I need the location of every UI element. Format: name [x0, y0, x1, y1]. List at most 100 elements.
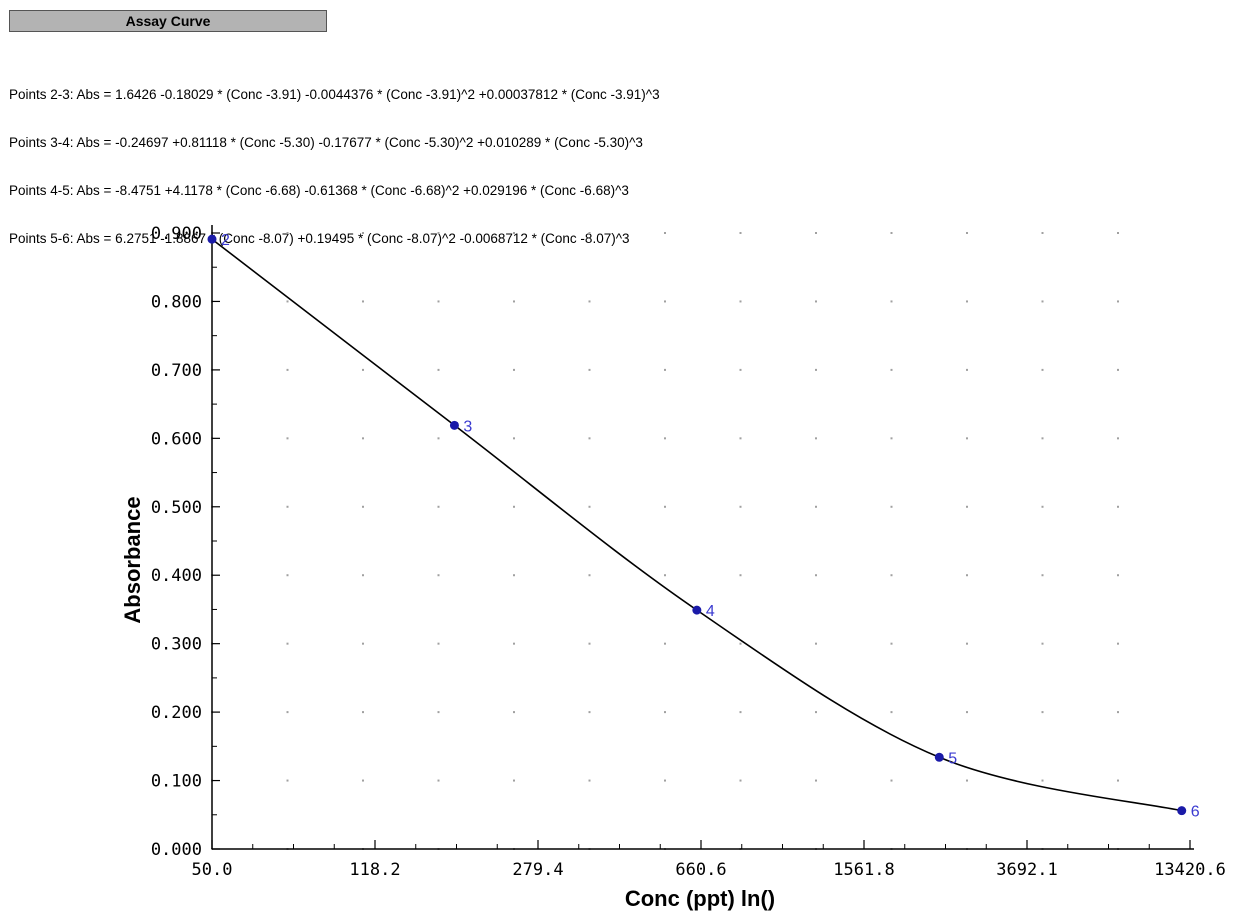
data-point — [1177, 806, 1187, 816]
data-point — [934, 752, 944, 762]
grid-dot — [890, 232, 893, 234]
grid-dot — [513, 574, 515, 577]
y-tick-label: 0.200 — [151, 703, 202, 723]
grid-dot — [362, 779, 364, 782]
grid-dots — [211, 232, 1119, 850]
grid-dot — [966, 711, 968, 714]
grid-dot — [286, 232, 289, 234]
y-tick-label: 0.100 — [151, 772, 202, 792]
grid-dot — [664, 711, 666, 714]
grid-dot — [815, 642, 817, 645]
equation-list: Points 2-3: Abs = 1.6426 -0.18029 * (Con… — [9, 55, 660, 263]
grid-dot — [1041, 368, 1044, 371]
y-tick-label: 0.900 — [151, 224, 202, 244]
grid-dot — [739, 368, 742, 371]
grid-dot — [513, 779, 515, 782]
grid-dot — [286, 711, 289, 714]
grid-dot — [588, 368, 591, 371]
tick-labels: 0.000 0.100 0.200 0.300 0.400 0.500 0.600 0.700… — [151, 224, 1226, 880]
grid-dot — [966, 300, 968, 303]
equation-line: Points 3-4: Abs = -0.24697 +0.81118 * (C… — [9, 135, 643, 150]
grid-dot — [437, 574, 440, 577]
grid-dot — [588, 232, 591, 234]
y-tick-label: 0.500 — [151, 498, 202, 518]
grid-dot — [588, 300, 591, 303]
grid-dot — [890, 642, 893, 645]
grid-dot — [664, 642, 666, 645]
grid-dot — [1041, 574, 1044, 577]
grid-dot — [815, 368, 817, 371]
data-point-label: 6 — [1191, 804, 1200, 821]
y-tick-label: 0.300 — [151, 635, 202, 655]
grid-dot — [664, 505, 666, 508]
grid-dot — [588, 711, 591, 714]
x-tick-label: 660.6 — [675, 860, 726, 880]
grid-dot — [437, 711, 440, 714]
grid-dot — [890, 368, 893, 371]
grid-dot — [739, 574, 742, 577]
assay-curve-line — [211, 238, 1182, 812]
grid-dot — [966, 368, 968, 371]
grid-dot — [1041, 711, 1044, 714]
x-tick-label: 1561.8 — [833, 860, 894, 880]
grid-dot — [1117, 505, 1119, 508]
data-point-label: 3 — [463, 418, 472, 435]
grid-dot — [890, 711, 893, 714]
grid-dot — [437, 300, 440, 303]
grid-dot — [739, 300, 742, 303]
data-point-label: 4 — [706, 603, 715, 620]
grid-dot — [362, 505, 364, 508]
grid-dot — [1041, 232, 1044, 234]
grid-dot — [1117, 437, 1119, 440]
y-axis-title: Absorbance — [120, 496, 145, 623]
grid-dot — [1041, 505, 1044, 508]
grid-dot — [286, 437, 289, 440]
grid-dot — [664, 232, 666, 234]
y-tick-label: 0.400 — [151, 566, 202, 586]
grid-dot — [513, 711, 515, 714]
grid-dot — [513, 300, 515, 303]
grid-dot — [513, 368, 515, 371]
grid-dot — [1041, 642, 1044, 645]
grid-dot — [966, 437, 968, 440]
grid-dot — [1117, 574, 1119, 577]
grid-dot — [286, 642, 289, 645]
grid-dot — [437, 779, 440, 782]
grid-dot — [362, 642, 364, 645]
data-point — [449, 420, 459, 430]
y-tick-label: 0.000 — [151, 840, 202, 860]
grid-dot — [286, 505, 289, 508]
data-point-label: 2 — [221, 232, 230, 249]
grid-dot — [362, 437, 364, 440]
grid-dot — [664, 437, 666, 440]
grid-dot — [890, 505, 893, 508]
grid-dot — [588, 779, 591, 782]
x-tick-label: 13420.6 — [1154, 860, 1226, 880]
grid-dot — [437, 437, 440, 440]
grid-dot — [815, 574, 817, 577]
grid-dot — [286, 300, 289, 303]
grid-dot — [1117, 642, 1119, 645]
grid-dot — [966, 779, 968, 782]
grid-dot — [513, 505, 515, 508]
data-point-label: 5 — [948, 750, 957, 767]
data-point — [207, 234, 217, 244]
y-tick-label: 0.800 — [151, 292, 202, 312]
grid-dot — [664, 779, 666, 782]
grid-dot — [815, 232, 817, 234]
grid-dot — [739, 711, 742, 714]
grid-dot — [286, 779, 289, 782]
grid-dot — [815, 779, 817, 782]
equation-line: Points 2-3: Abs = 1.6426 -0.18029 * (Con… — [9, 87, 660, 102]
grid-dot — [664, 300, 666, 303]
x-axis-title: Conc (ppt) ln() — [625, 886, 775, 911]
grid-dot — [437, 232, 440, 234]
grid-dot — [664, 574, 666, 577]
chart-title: Assay Curve — [9, 10, 327, 32]
axes — [211, 225, 1194, 850]
grid-dot — [890, 574, 893, 577]
grid-dot — [1117, 779, 1119, 782]
grid-dot — [513, 642, 515, 645]
grid-dot — [362, 574, 364, 577]
